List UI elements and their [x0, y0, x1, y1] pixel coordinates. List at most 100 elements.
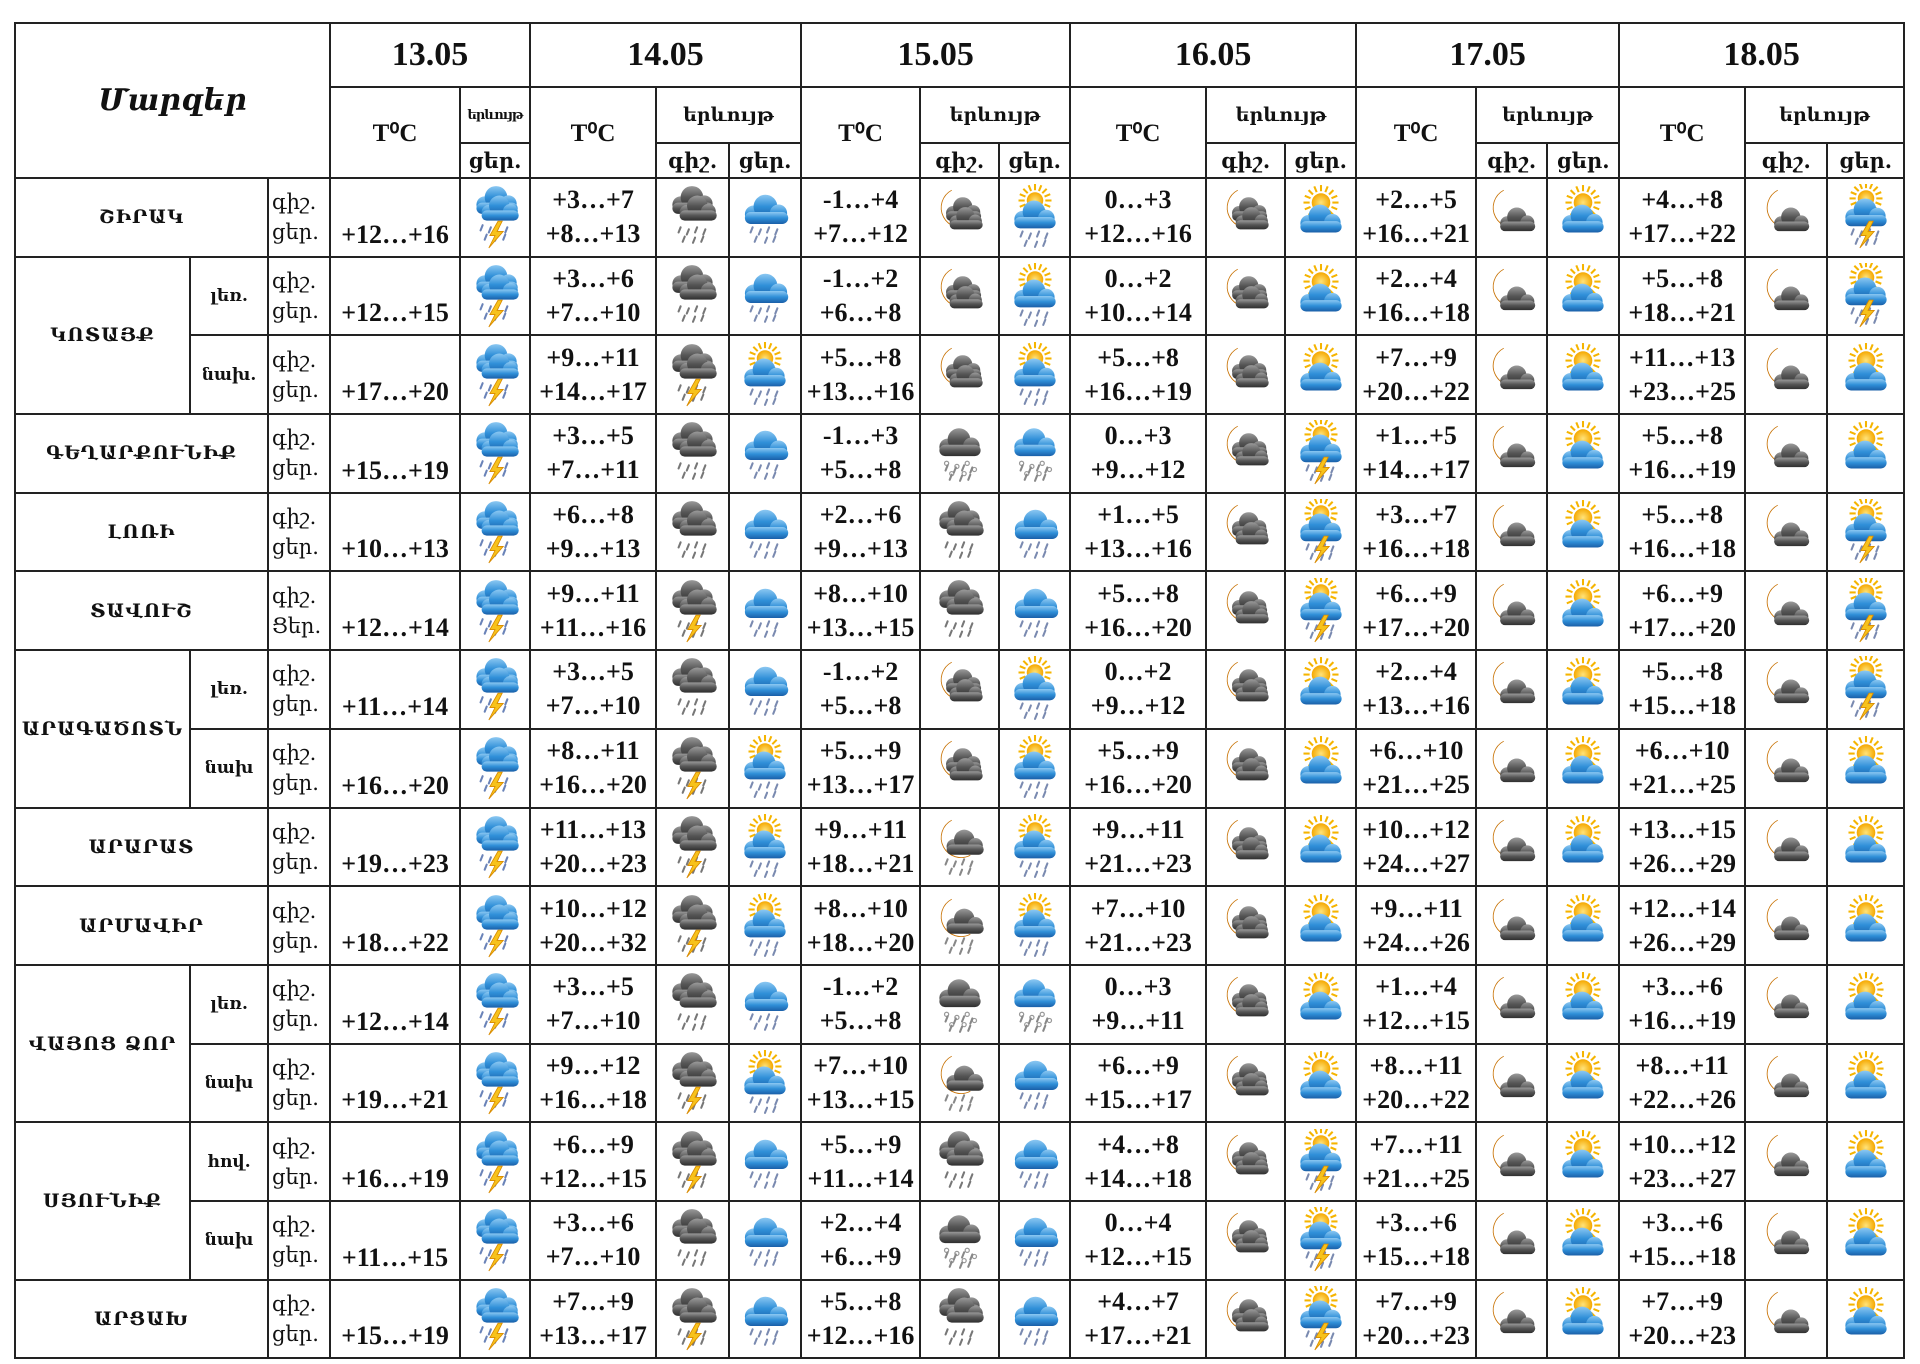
night-temperature: +4…+8: [1097, 1129, 1179, 1159]
moon-cloud-rain-icon: [940, 819, 984, 876]
temperature-cell: +15…+19: [329, 413, 462, 494]
blue-cloud-rain-icon: [744, 667, 789, 717]
time-labels: գիշ. ցեր.: [266, 255, 332, 337]
moon-cloud-icon: [1492, 268, 1535, 311]
forecast-table: Մարզեր 13.05 14.05 15.05 16.05 17.05 18.05 T⁰C ե…: [13, 22, 1906, 1360]
icon-cell: [1546, 413, 1621, 494]
temperature-header: T⁰C: [329, 86, 462, 179]
night-temperature: +5…+8: [1641, 264, 1723, 294]
night-temperature: +3…+6: [1641, 972, 1723, 1002]
day-temperature: +15…+18: [1362, 1242, 1470, 1272]
icon-cell: [1284, 727, 1358, 809]
regions-header: Մարզեր: [13, 22, 332, 179]
day-temperature: +16…+19: [341, 1163, 449, 1193]
temperature-cell: +19…+23: [329, 806, 462, 888]
cloud-rain-thunder-icon: [476, 815, 519, 879]
night-temperature: +6…+9: [1375, 578, 1457, 608]
day-label: ցեր.: [272, 928, 319, 953]
icon-cell: [1744, 727, 1829, 809]
icon-cell: [728, 806, 803, 888]
icon-cell: [1826, 177, 1906, 258]
icon-cell: [1284, 649, 1358, 730]
icon-cell: [1826, 413, 1906, 494]
icon-cell: [1205, 491, 1287, 573]
cloud-rain-thunder-icon: [476, 1051, 519, 1115]
temperature-cell: +10…+12 +23…+27: [1618, 1121, 1747, 1202]
moon-cloud-icon: [1766, 977, 1810, 1019]
dark-cloud-thunder-icon: [671, 737, 717, 800]
blue-cloud-rain-icon: [744, 1296, 789, 1346]
moon-clouds-icon: [1226, 1134, 1269, 1174]
night-temperature: +6…+10: [1368, 736, 1464, 766]
night-temperature: 0…+4: [1104, 1208, 1172, 1238]
blue-cloud-sleet-icon: [1013, 428, 1056, 483]
time-labels: գիշ. ցեր.: [266, 806, 332, 888]
day-temperature: +15…+18: [1628, 691, 1736, 721]
moon-cloud-icon: [1766, 898, 1810, 940]
day-header: ցեր.: [728, 142, 803, 179]
icon-cell: [459, 177, 532, 258]
night-temperature: +4…+7: [1097, 1286, 1179, 1316]
temperature-header: T⁰C: [1355, 86, 1478, 179]
day-temperature: +13…+17: [806, 770, 915, 800]
day-label: ցեր.: [272, 1243, 319, 1268]
date-header: 18.05: [1618, 22, 1906, 88]
day-temperature: +12…+15: [341, 298, 449, 328]
sun-cloud-icon: [1562, 1287, 1604, 1335]
dark-cloud-sleet-icon: [938, 428, 981, 483]
sun-cloud-icon: [1845, 1287, 1887, 1335]
temperature-cell: +3…+6 +7…+10: [529, 255, 658, 337]
moon-cloud-icon: [1766, 426, 1810, 468]
cloud-rain-thunder-icon: [476, 1288, 519, 1351]
moon-clouds-icon: [1226, 740, 1269, 781]
day-temperature: +14…+17: [1362, 455, 1470, 485]
day-label: ցեր.: [272, 849, 319, 874]
icon-cell: [1205, 1042, 1287, 1124]
icon-cell: [1826, 1121, 1906, 1202]
temperature-cell: +1…+5 +14…+17: [1355, 413, 1478, 494]
blue-cloud-rain-icon: [744, 1139, 789, 1189]
icon-cell: [1475, 570, 1549, 652]
moon-cloud-icon: [1492, 347, 1535, 389]
table-row: ԱՐՄԱՎԻՐ գիշ. ցեր. +18…+22 +10…+12 +20…+32 +8…+…: [14, 885, 1906, 966]
dark-cloud-rain-icon: [671, 501, 717, 559]
icon-cell: [459, 727, 532, 809]
moon-clouds-icon: [940, 268, 983, 309]
zone-name: նախ: [189, 1199, 269, 1281]
sun-cloud-rain-icon: [744, 735, 786, 800]
temperature-cell: +12…+14 +26…+29: [1618, 885, 1747, 966]
temperature-cell: +2…+4 +16…+18: [1355, 255, 1478, 337]
moon-cloud-icon: [1766, 1291, 1810, 1334]
temperature-cell: +2…+6 +9…+13: [800, 491, 922, 573]
night-temperature: +3…+7: [552, 185, 634, 215]
day-temperature: +18…+21: [1628, 298, 1736, 328]
zone-name: նախ: [189, 727, 269, 809]
icon-cell: [655, 1042, 731, 1124]
night-temperature: +3…+5: [552, 972, 634, 1002]
icon-cell: [655, 1278, 731, 1360]
blue-cloud-sleet-icon: [1013, 979, 1056, 1034]
icon-cell: [728, 177, 803, 258]
night-temperature: +3…+7: [1375, 500, 1457, 530]
icon-cell: [1826, 727, 1906, 809]
day-temperature: +19…+21: [341, 1085, 449, 1115]
cloud-rain-thunder-icon: [476, 894, 519, 957]
night-temperature: +5…+8: [1097, 578, 1179, 608]
icon-cell: [1744, 177, 1829, 258]
temperature-cell: +1…+5 +13…+16: [1069, 491, 1208, 573]
night-temperature: -1…+2: [822, 264, 899, 294]
moon-cloud-icon: [1766, 1213, 1810, 1255]
icon-cell: [998, 177, 1072, 258]
dark-cloud-rain-icon: [671, 658, 717, 717]
time-labels: գիշ. ցեր.: [266, 177, 332, 258]
day-temperature: +17…+21: [1084, 1320, 1192, 1350]
day-temperature: +17…+20: [1362, 612, 1470, 642]
night-temperature: 0…+3: [1104, 972, 1172, 1002]
moon-cloud-icon: [1492, 1213, 1535, 1255]
day-temperature: +23…+25: [1628, 376, 1736, 406]
temperature-cell: +3…+7 +8…+13: [529, 177, 658, 258]
night-temperature: +1…+4: [1375, 972, 1457, 1002]
sun-cloud-rain-icon: [744, 1049, 786, 1114]
day-header: ցեր.: [1826, 142, 1906, 179]
temperature-cell: +7…+9 +13…+17: [529, 1278, 658, 1360]
